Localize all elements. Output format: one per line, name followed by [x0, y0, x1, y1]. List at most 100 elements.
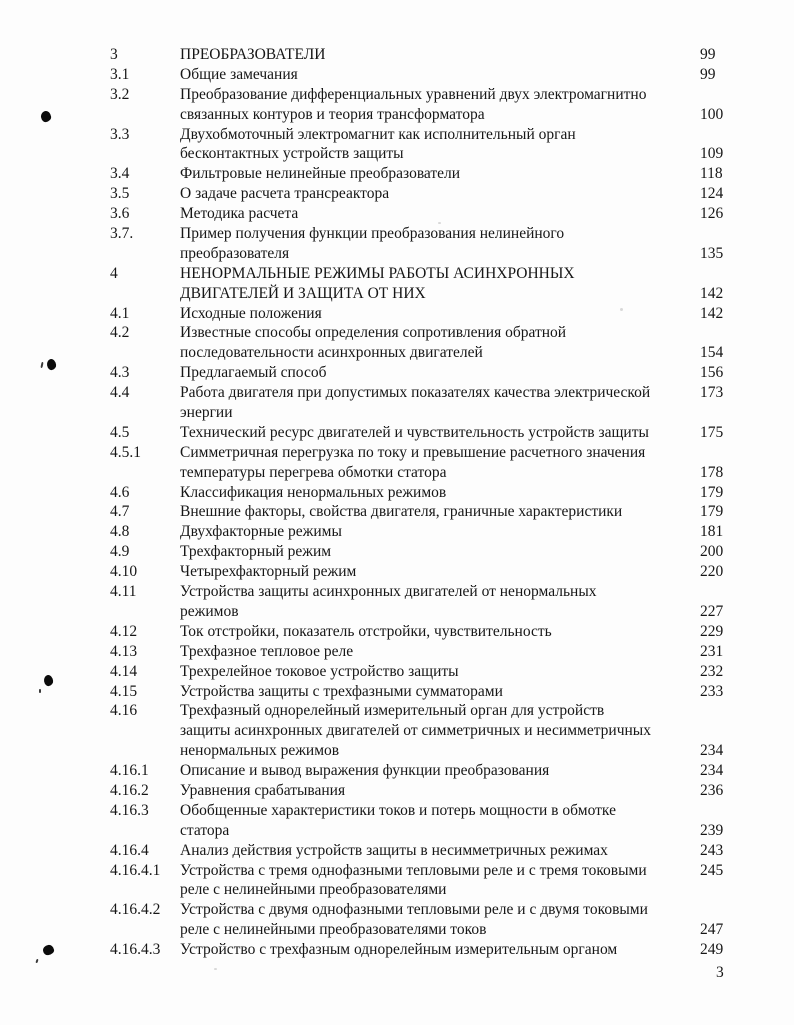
toc-entry-number: 3.1 [110, 65, 130, 83]
toc-entry-number: 4.16.3 [110, 801, 149, 819]
toc-entry-page: 175 [700, 423, 724, 441]
toc-entry-page [700, 900, 760, 920]
toc-entry-page [700, 701, 760, 721]
toc-entry-number: 4.9 [110, 543, 130, 561]
toc-entry-title: реле с нелинейными преобразователями [180, 881, 447, 899]
toc-row: защиты асинхронных двигателей от симметр… [0, 721, 794, 741]
toc-rows: 3 ПРЕОБРАЗОВАТЕЛИ 99 3.1 Общие замечания… [0, 45, 794, 960]
toc-entry-title: Внешние факторы, свойства двигателя, гра… [180, 503, 623, 521]
toc-entry-title: Трехфазное тепловое реле [180, 642, 354, 660]
toc-row: преобразователя 135 [0, 244, 794, 264]
toc-row: 3 ПРЕОБРАЗОВАТЕЛИ 99 [0, 45, 794, 65]
toc-entry-page: 227 [700, 602, 724, 620]
toc-row: 4.5.1 Симметричная перегрузка по току и … [0, 443, 794, 463]
toc-row: 4.11 Устройства защиты асинхронных двига… [0, 582, 794, 602]
toc-entry-number: 4.12 [110, 622, 138, 640]
toc-entry-title: Симметричная перегрузка по току и превыш… [180, 443, 646, 461]
toc-entry-number: 3.4 [110, 165, 130, 183]
toc-entry-page: 245 [700, 861, 724, 879]
toc-row: 3.4 Фильтровые нелинейные преобразовател… [0, 164, 794, 184]
toc-entry-title: Общие замечания [180, 65, 298, 83]
toc-entry-number: 4.16.1 [110, 762, 149, 780]
toc-entry-title: Двухфакторные режимы [180, 523, 342, 541]
toc-entry-title: Пример получения функции преобразования … [180, 225, 565, 243]
toc-entry-number: 4.2 [110, 324, 130, 342]
page-number: 3 [716, 964, 724, 981]
toc-row: 4.16.3 Обобщенные характеристики токов и… [0, 801, 794, 821]
toc-entry-page [700, 880, 760, 900]
toc-entry-title: Предлагаемый способ [180, 364, 327, 382]
toc-entry-title: Преобразование дифференциальных уравнени… [180, 85, 647, 103]
toc-entry-title: Уравнения срабатывания [180, 781, 346, 799]
toc-entry-title: связанных контуров и теория трансформато… [180, 105, 485, 123]
toc-entry-number [110, 244, 180, 264]
toc-entry-page: 126 [700, 205, 724, 223]
toc-row: температуры перегрева обмотки статора 17… [0, 463, 794, 483]
toc-row: 4.10 Четырехфакторный режим 220 [0, 562, 794, 582]
toc-entry-page: 178 [700, 463, 724, 481]
toc-row: последовательности асинхронных двигателе… [0, 343, 794, 363]
toc-row: 4.8 Двухфакторные режимы 181 [0, 522, 794, 542]
toc-entry-page: 220 [700, 563, 724, 581]
toc-row: 4.13 Трехфазное тепловое реле 231 [0, 642, 794, 662]
toc-entry-title: Исходные положения [180, 304, 322, 322]
toc-row: связанных контуров и теория трансформато… [0, 105, 794, 125]
ink-speck [35, 958, 39, 964]
toc-entry-title: Технический ресурс двигателей и чувствит… [180, 423, 649, 441]
toc-entry-page: 239 [700, 821, 724, 839]
toc-entry-number: 4.16.4.2 [110, 901, 161, 919]
toc-entry-page: 232 [700, 662, 724, 680]
toc-entry-number [110, 721, 180, 741]
toc-entry-number: 4.5.1 [110, 443, 141, 461]
toc-entry-number: 4.11 [110, 583, 137, 601]
toc-entry-title: Методика расчета [180, 205, 299, 223]
toc-entry-number: 3.2 [110, 85, 130, 103]
toc-entry-page: 135 [700, 244, 724, 262]
toc-row: ненормальных режимов 234 [0, 741, 794, 761]
toc-entry-number: 3.6 [110, 205, 130, 223]
toc-entry-page: 100 [700, 105, 724, 123]
toc-entry-page: 173 [700, 384, 724, 402]
toc-row: 3.7. Пример получения функции преобразов… [0, 224, 794, 244]
toc-row: 3.6 Методика расчета 126 [0, 204, 794, 224]
toc-entry-page [700, 125, 760, 145]
toc-row: 4.16.1 Описание и вывод выражения функци… [0, 761, 794, 781]
toc-entry-title: Устройства защиты асинхронных двигателей… [180, 583, 597, 601]
toc-entry-number [110, 343, 180, 363]
toc-row: 4.1 Исходные положения 142 [0, 304, 794, 324]
toc-entry-number: 4.5 [110, 423, 130, 441]
toc-entry-title: Устройства с двумя однофазными тепловыми… [180, 901, 648, 919]
toc-row: 4.4 Работа двигателя при допустимых пока… [0, 383, 794, 403]
toc-entry-title: ПРЕОБРАЗОВАТЕЛИ [180, 46, 326, 63]
toc-row: 4.5 Технический ресурс двигателей и чувс… [0, 423, 794, 443]
toc-entry-number [110, 284, 180, 304]
toc-row: 4.12 Ток отстройки, показатель отстройки… [0, 622, 794, 642]
toc-entry-number: 4.3 [110, 364, 130, 382]
toc-entry-title: энергии [180, 404, 233, 422]
toc-row: 4.9 Трехфакторный режим 200 [0, 542, 794, 562]
toc-entry-page: 243 [700, 841, 724, 859]
toc-entry-title: бесконтактных устройств защиты [180, 145, 404, 163]
toc-entry-number [110, 463, 180, 483]
toc-entry-title: режимов [180, 602, 239, 620]
toc-entry-title: Обобщенные характеристики токов и потерь… [180, 801, 616, 819]
toc-row: 4.15 Устройства защиты с трехфазными сум… [0, 682, 794, 702]
toc-entry-page: 142 [700, 284, 724, 302]
toc-row: 4.14 Трехрелейное токовое устройство защ… [0, 662, 794, 682]
toc-row: 3.3 Двухобмоточный электромагнит как исп… [0, 125, 794, 145]
toc-entry-title: температуры перегрева обмотки статора [180, 463, 447, 481]
toc-entry-page [700, 582, 760, 602]
toc-entry-number: 4.16.2 [110, 781, 149, 799]
toc-entry-number [110, 880, 180, 900]
toc-entry-page [700, 323, 760, 343]
toc-row: 4.7 Внешние факторы, свойства двигателя,… [0, 502, 794, 522]
toc-entry-number: 3 [110, 46, 118, 63]
toc-entry-title: Фильтровые нелинейные преобразователи [180, 165, 461, 183]
toc-entry-title: статора [180, 821, 230, 839]
toc-entry-number: 4.15 [110, 682, 138, 700]
toc-entry-number: 4.16 [110, 702, 138, 720]
toc-entry-title: реле с нелинейными преобразователями ток… [180, 921, 487, 939]
toc-entry-number [110, 821, 180, 841]
toc-entry-number: 4.16.4.1 [110, 861, 161, 879]
